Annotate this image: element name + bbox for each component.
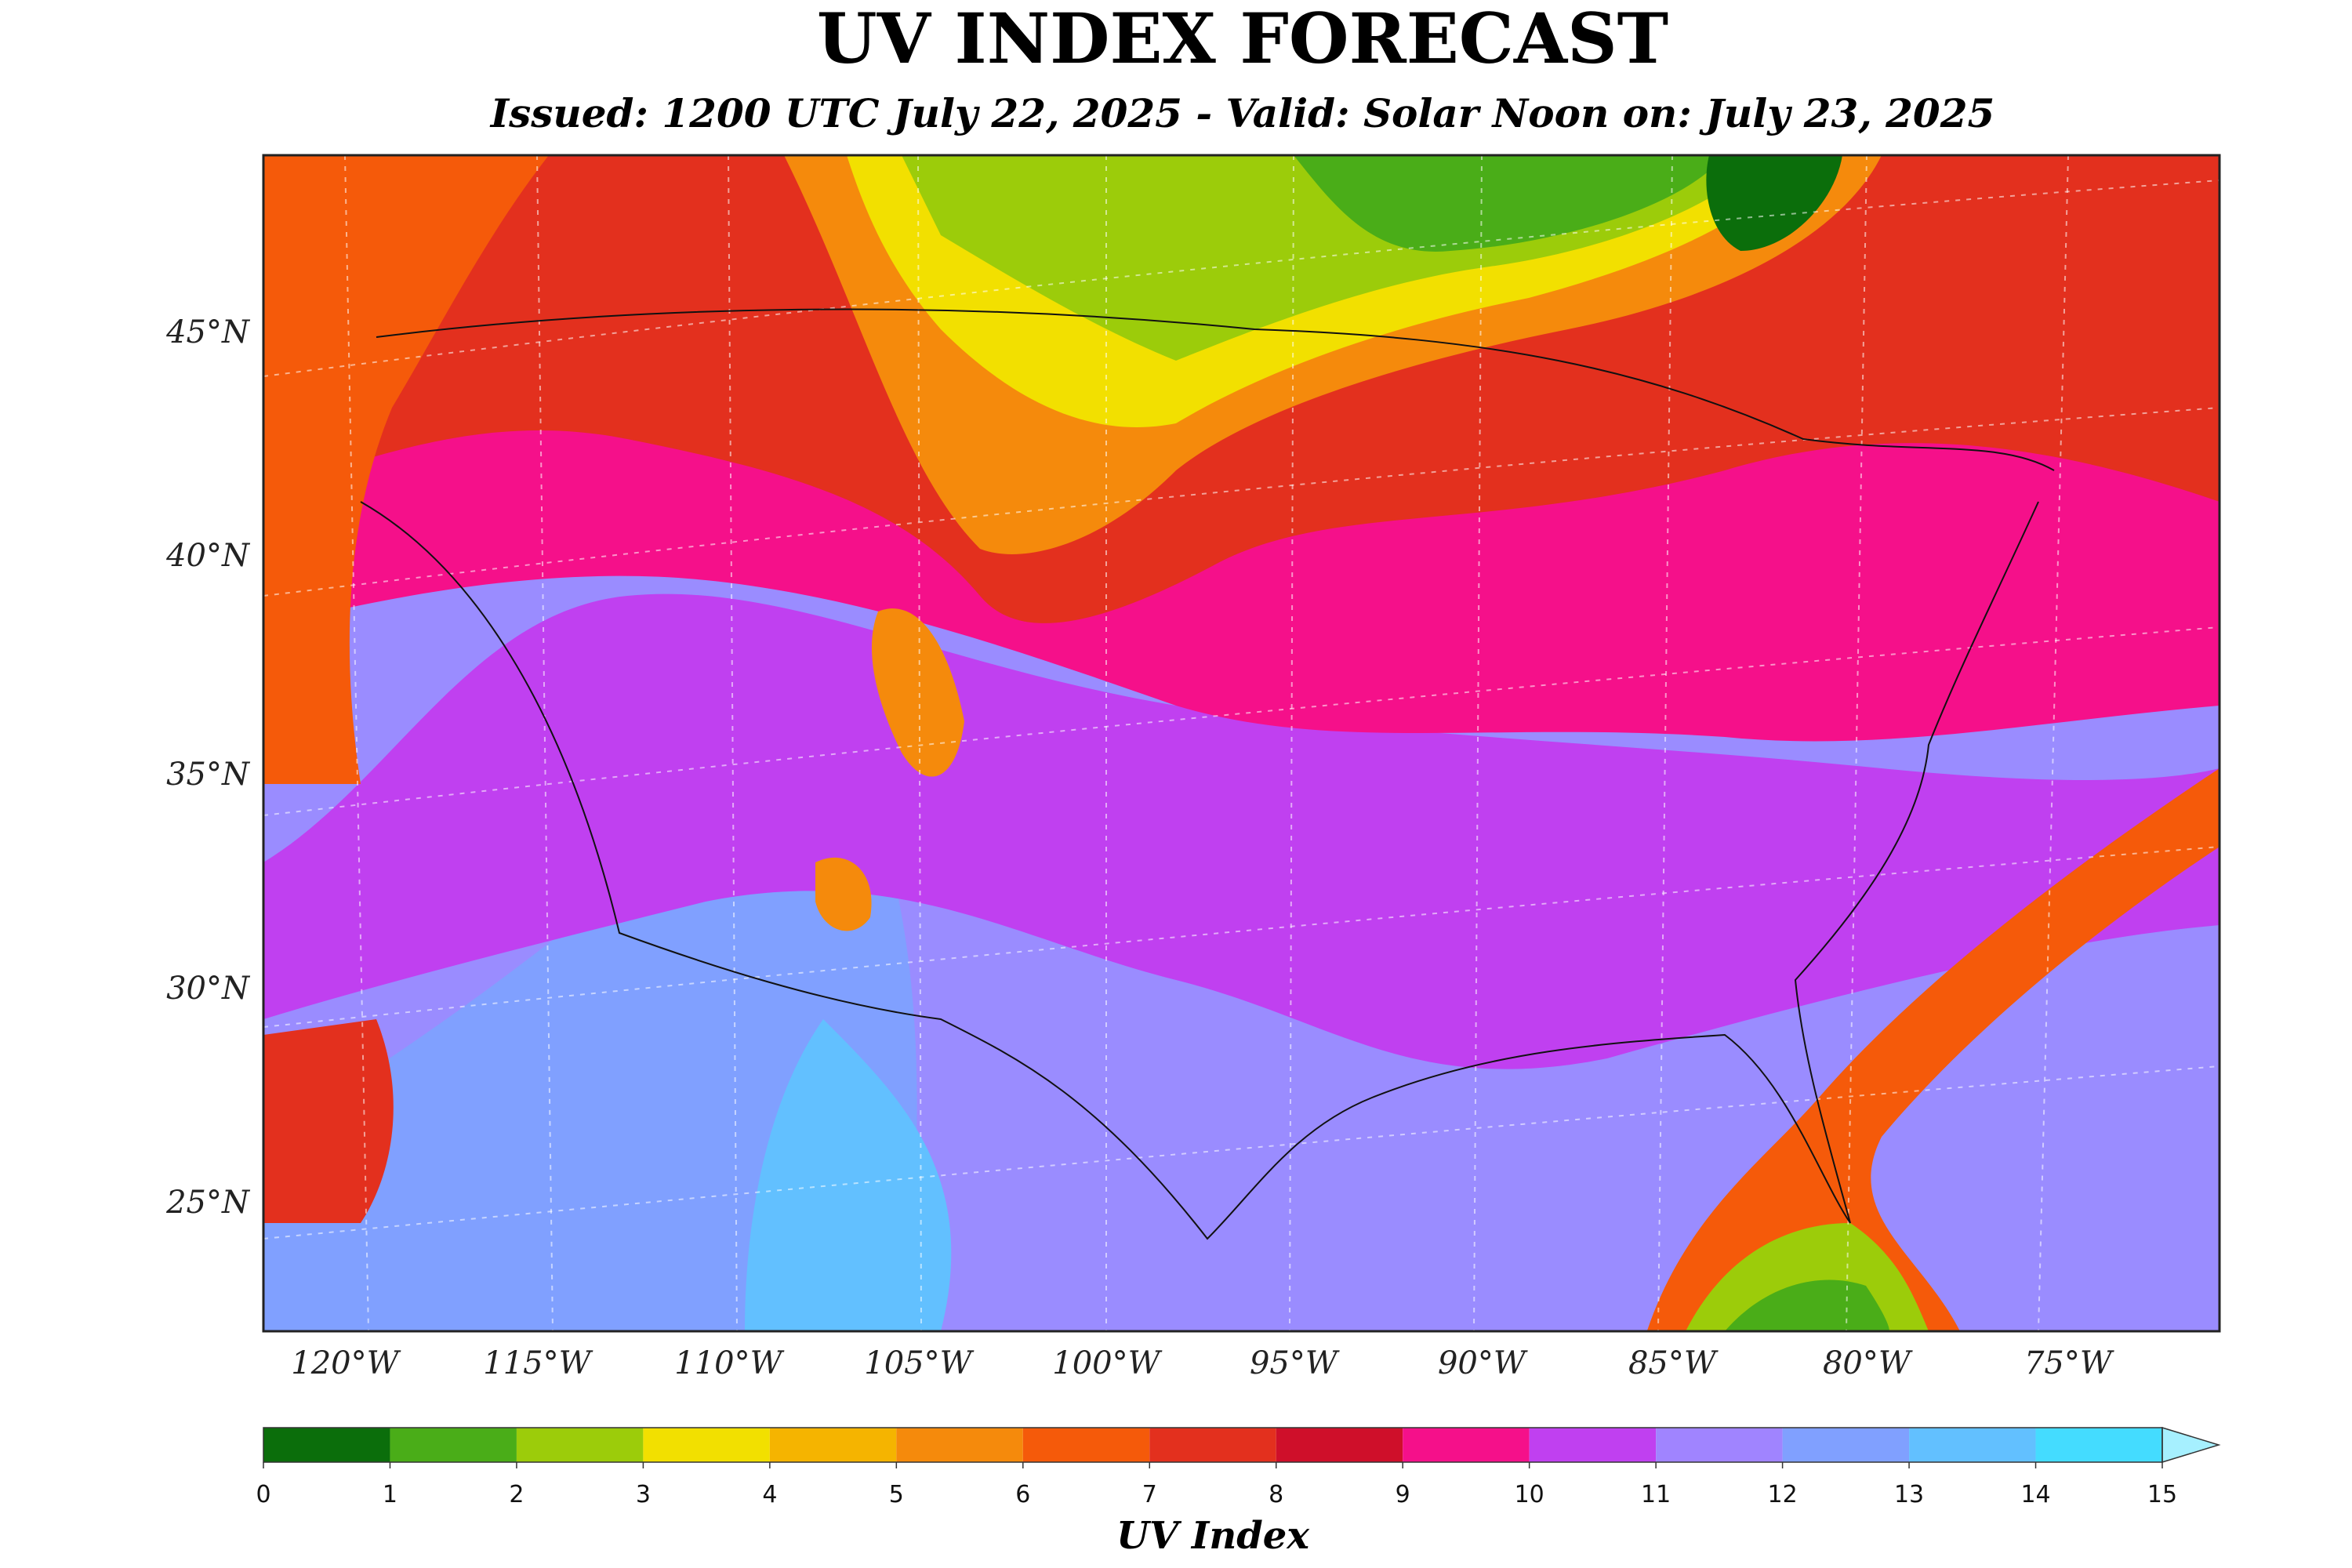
colorbar-tick-label: 11 <box>1641 1481 1671 1508</box>
colorbar-segment <box>1276 1428 1403 1462</box>
colorbar-segment <box>769 1428 897 1462</box>
colorbar-segment <box>1909 1428 2036 1462</box>
lon-label: 80°W <box>1823 1345 1913 1381</box>
lon-label: 85°W <box>1628 1345 1719 1381</box>
lon-label: 120°W <box>291 1345 401 1381</box>
lon-label: 100°W <box>1052 1345 1162 1381</box>
colorbar-segment <box>1403 1428 1530 1462</box>
lat-label: 40°N <box>165 538 251 574</box>
colorbar: 0 1 2 3 4 5 6 7 8 9 10 11 12 13 14 15 <box>256 1426 2221 1508</box>
uv-map <box>263 155 2220 1331</box>
colorbar-segment <box>1529 1428 1657 1462</box>
colorbar-tick-label: 3 <box>636 1481 651 1508</box>
colorbar-tick-label: 0 <box>256 1481 270 1508</box>
lat-label: 35°N <box>166 757 251 793</box>
colorbar-segment <box>390 1428 517 1462</box>
colorbar-tick-label: 14 <box>2020 1481 2050 1508</box>
colorbar-tick-label: 9 <box>1396 1481 1410 1508</box>
map-frame <box>262 154 2221 1333</box>
colorbar-segment <box>516 1428 644 1462</box>
lon-label: 105°W <box>864 1345 974 1381</box>
colorbar-tick-label: 15 <box>2147 1481 2177 1508</box>
colorbar-tick-label: 7 <box>1142 1481 1157 1508</box>
lon-label: 110°W <box>674 1345 784 1381</box>
colorbar-tick-label: 4 <box>762 1481 777 1508</box>
colorbar-segment <box>2035 1428 2162 1462</box>
lon-label: 75°W <box>2024 1345 2114 1381</box>
colorbar-frame <box>263 1427 2163 1463</box>
colorbar-label: UV Index <box>1116 1514 1310 1558</box>
colorbar-segment <box>1022 1428 1150 1462</box>
title: UV INDEX FORECAST <box>817 0 1668 79</box>
lat-label: 30°N <box>166 971 251 1007</box>
lon-label: 95°W <box>1250 1345 1340 1381</box>
colorbar-segment <box>1656 1428 1783 1462</box>
colorbar-tick-label: 8 <box>1269 1481 1283 1508</box>
colorbar-tick-label: 5 <box>889 1481 904 1508</box>
lat-label: 45°N <box>165 314 251 350</box>
colorbar-extend <box>2161 1426 2221 1464</box>
colorbar-segment <box>1149 1428 1276 1462</box>
lat-label: 25°N <box>165 1185 251 1221</box>
colorbar-tick-label: 10 <box>1515 1481 1544 1508</box>
lon-label: 115°W <box>483 1345 593 1381</box>
colorbar-segment <box>643 1428 770 1462</box>
colorbar-tick-label: 2 <box>509 1481 524 1508</box>
colorbar-segment <box>896 1428 1023 1462</box>
lon-label: 90°W <box>1438 1345 1528 1381</box>
subtitle: Issued: 1200 UTC July 22, 2025 - Valid: … <box>489 90 1995 136</box>
colorbar-segment <box>1782 1428 1910 1462</box>
colorbar-tick-label: 12 <box>1768 1481 1798 1508</box>
colorbar-tick-label: 6 <box>1015 1481 1030 1508</box>
colorbar-segment <box>263 1428 390 1462</box>
colorbar-tick-label: 1 <box>383 1481 397 1508</box>
colorbar-tick-label: 13 <box>1894 1481 1924 1508</box>
axis-labels: 45°N 40°N 35°N 30°N 25°N 120°W 115°W 110°W 105°W… <box>165 314 2114 1381</box>
